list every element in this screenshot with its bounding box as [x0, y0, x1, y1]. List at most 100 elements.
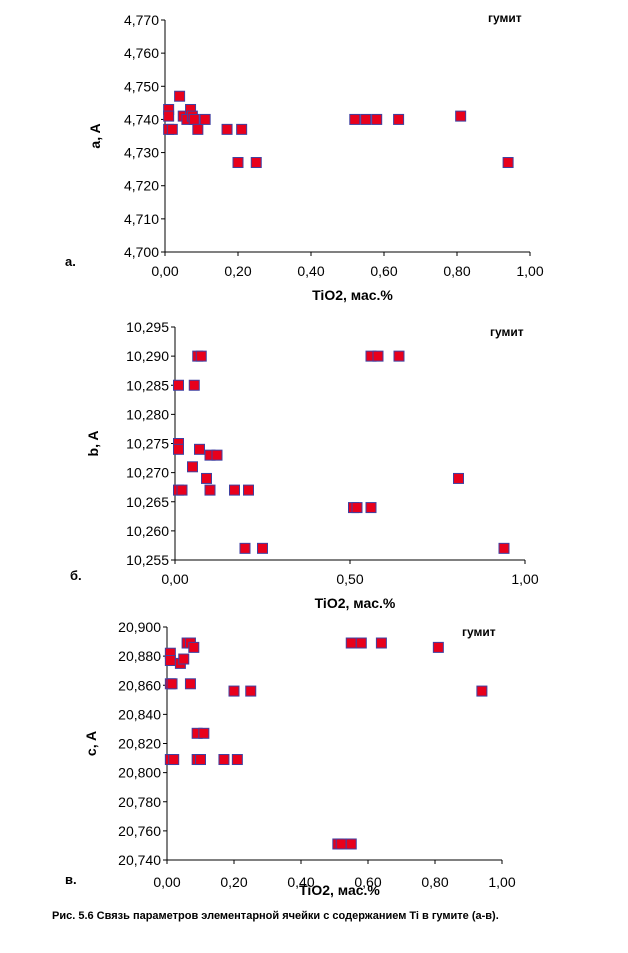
chart-3-y-tick-label: 20,900: [118, 619, 161, 635]
chart-1-x-tick-label: 0,40: [297, 263, 324, 279]
chart-1-y-tick-label: 4,700: [124, 244, 159, 260]
chart-3-data-point: [166, 678, 178, 690]
chart-2-data-point: [351, 502, 363, 514]
chart-2-data-point: [201, 472, 212, 484]
chart-2-y-tick-label: 10,290: [126, 348, 169, 364]
chart-1-y-axis-title: a, A: [87, 123, 103, 148]
chart-3-y-tick-label: 20,860: [118, 677, 161, 693]
chart-3-data-point: [195, 754, 206, 766]
chart-3-data-point: [178, 653, 190, 665]
chart-2-data-point: [365, 502, 377, 514]
chart-3-data-point: [476, 685, 488, 697]
chart-1-x-tick-label: 0,80: [443, 263, 470, 279]
chart-1-y-tick-label: 4,770: [124, 12, 159, 28]
chart-3-x-tick-label: 0,20: [220, 874, 247, 890]
chart-2-data-point: [173, 443, 184, 455]
chart-3-y-tick-label: 20,880: [118, 648, 161, 664]
chart-2-data-point: [229, 484, 240, 496]
chart-2-y-tick-label: 10,295: [126, 319, 169, 335]
chart-1-x-tick-label: 0,20: [224, 263, 251, 279]
chart-1-panel-label: а.: [65, 254, 76, 269]
chart-1-x-tick-label: 0,00: [151, 263, 178, 279]
chart-3-y-tick-label: 20,840: [118, 706, 161, 722]
chart-1-data-point: [163, 110, 175, 122]
chart-2-data-point: [204, 484, 216, 496]
chart-2-data-point: [393, 350, 405, 362]
chart-2-data-point: [194, 443, 205, 455]
chart-2-data-point: [211, 449, 223, 461]
chart-2-y-tick-label: 10,260: [126, 523, 169, 539]
chart-3-y-tick-label: 20,780: [118, 794, 161, 810]
chart-3-data-point: [375, 637, 387, 649]
chart-3-y-tick-label: 20,800: [118, 765, 161, 781]
chart-2-data-point: [195, 350, 207, 362]
chart-3-data-point: [168, 754, 180, 766]
chart-2-x-tick-label: 0,00: [161, 571, 188, 587]
chart-2-data-point: [372, 350, 384, 362]
chart-3-data-point: [245, 685, 257, 697]
chart-1-data-point: [371, 113, 383, 125]
chart-2-y-tick-label: 10,285: [126, 377, 169, 393]
chart-3-annotation: гумит: [462, 625, 496, 639]
chart-1-x-tick-label: 1,00: [516, 263, 543, 279]
chart-3-data-point: [231, 754, 243, 766]
chart-3-y-axis-title: c, A: [83, 731, 99, 756]
chart-2-y-tick-label: 10,265: [126, 494, 169, 510]
chart-1-data-point: [502, 157, 514, 169]
chart-3-data-point: [355, 637, 367, 649]
chart-2-data-point: [173, 379, 184, 391]
chart-1-data-point: [166, 123, 178, 135]
chart-3-x-axis-title: TiO2, мас.%: [299, 882, 380, 898]
chart-3-data-point: [228, 685, 240, 697]
chart-3-panel-label: в.: [65, 872, 77, 887]
chart-1-data-point: [349, 113, 361, 125]
chart-1-data-point: [199, 113, 211, 125]
chart-1-data-point: [236, 123, 248, 135]
chart-1-y-tick-label: 4,750: [124, 78, 159, 94]
chart-2-y-tick-label: 10,280: [126, 406, 169, 422]
chart-1-y-tick-label: 4,720: [124, 178, 159, 194]
chart-1-data-point: [221, 123, 233, 135]
chart-3-x-tick-label: 0,40: [287, 874, 314, 890]
chart-2-x-axis-title: TiO2, мас.%: [315, 595, 396, 611]
chart-2-panel-label: б.: [70, 568, 82, 583]
chart-3-data-point: [184, 678, 196, 690]
chart-2-annotation: гумит: [490, 325, 524, 339]
chart-3-data-point: [188, 641, 200, 653]
chart-1-data-point: [188, 113, 200, 125]
chart-1-x-axis-title: TiO2, мас.%: [312, 287, 393, 303]
chart-2-data-point: [243, 484, 254, 496]
chart-2-y-tick-label: 10,275: [126, 436, 169, 452]
chart-1-y-tick-label: 4,760: [124, 45, 159, 61]
chart-2-y-tick-label: 10,255: [126, 552, 169, 568]
chart-3-data-point: [218, 754, 230, 766]
chart-3-x-tick-label: 1,00: [488, 874, 515, 890]
chart-2-x-tick-label: 1,00: [511, 571, 538, 587]
chart-3-x-tick-label: 0,80: [421, 874, 448, 890]
chart-1-data-point: [174, 90, 186, 102]
chart-2-y-axis-title: b, A: [85, 431, 101, 457]
chart-3-y-tick-label: 20,760: [118, 823, 161, 839]
chart-1-y-tick-label: 4,740: [124, 111, 159, 127]
chart-1-x-tick-label: 0,60: [370, 263, 397, 279]
chart-1-data-point: [250, 157, 262, 169]
chart-3-x-tick-label: 0,00: [153, 874, 180, 890]
chart-2-data-point: [239, 542, 251, 554]
chart-3-y-tick-label: 20,740: [118, 852, 161, 868]
chart-1-data-point: [393, 113, 405, 125]
chart-3-y-tick-label: 20,820: [118, 736, 161, 752]
chart-1-data-point: [455, 110, 467, 122]
chart-1-annotation: гумит: [488, 11, 522, 25]
chart-2-data-point: [176, 484, 188, 496]
chart-1-y-tick-label: 4,710: [124, 211, 159, 227]
chart-2-data-point: [188, 379, 200, 391]
chart-1-data-point: [360, 113, 372, 125]
chart-3-data-point: [164, 654, 176, 666]
chart-1-data-point: [192, 123, 204, 135]
chart-3-data-point: [432, 641, 444, 653]
chart-2-data-point: [453, 472, 464, 484]
chart-1-data-point: [232, 157, 244, 169]
chart-3-x-tick-label: 0,60: [354, 874, 381, 890]
chart-2-y-tick-label: 10,270: [126, 465, 169, 481]
